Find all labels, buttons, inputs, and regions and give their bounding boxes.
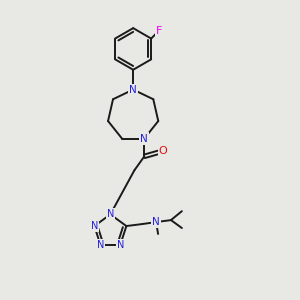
Text: N: N bbox=[97, 240, 104, 250]
Text: N: N bbox=[129, 85, 137, 94]
Text: N: N bbox=[152, 217, 160, 227]
Text: N: N bbox=[117, 240, 124, 250]
Text: N: N bbox=[140, 134, 148, 143]
Text: N: N bbox=[91, 221, 98, 231]
Text: N: N bbox=[107, 209, 114, 219]
Text: F: F bbox=[156, 26, 162, 36]
Text: O: O bbox=[159, 146, 167, 156]
